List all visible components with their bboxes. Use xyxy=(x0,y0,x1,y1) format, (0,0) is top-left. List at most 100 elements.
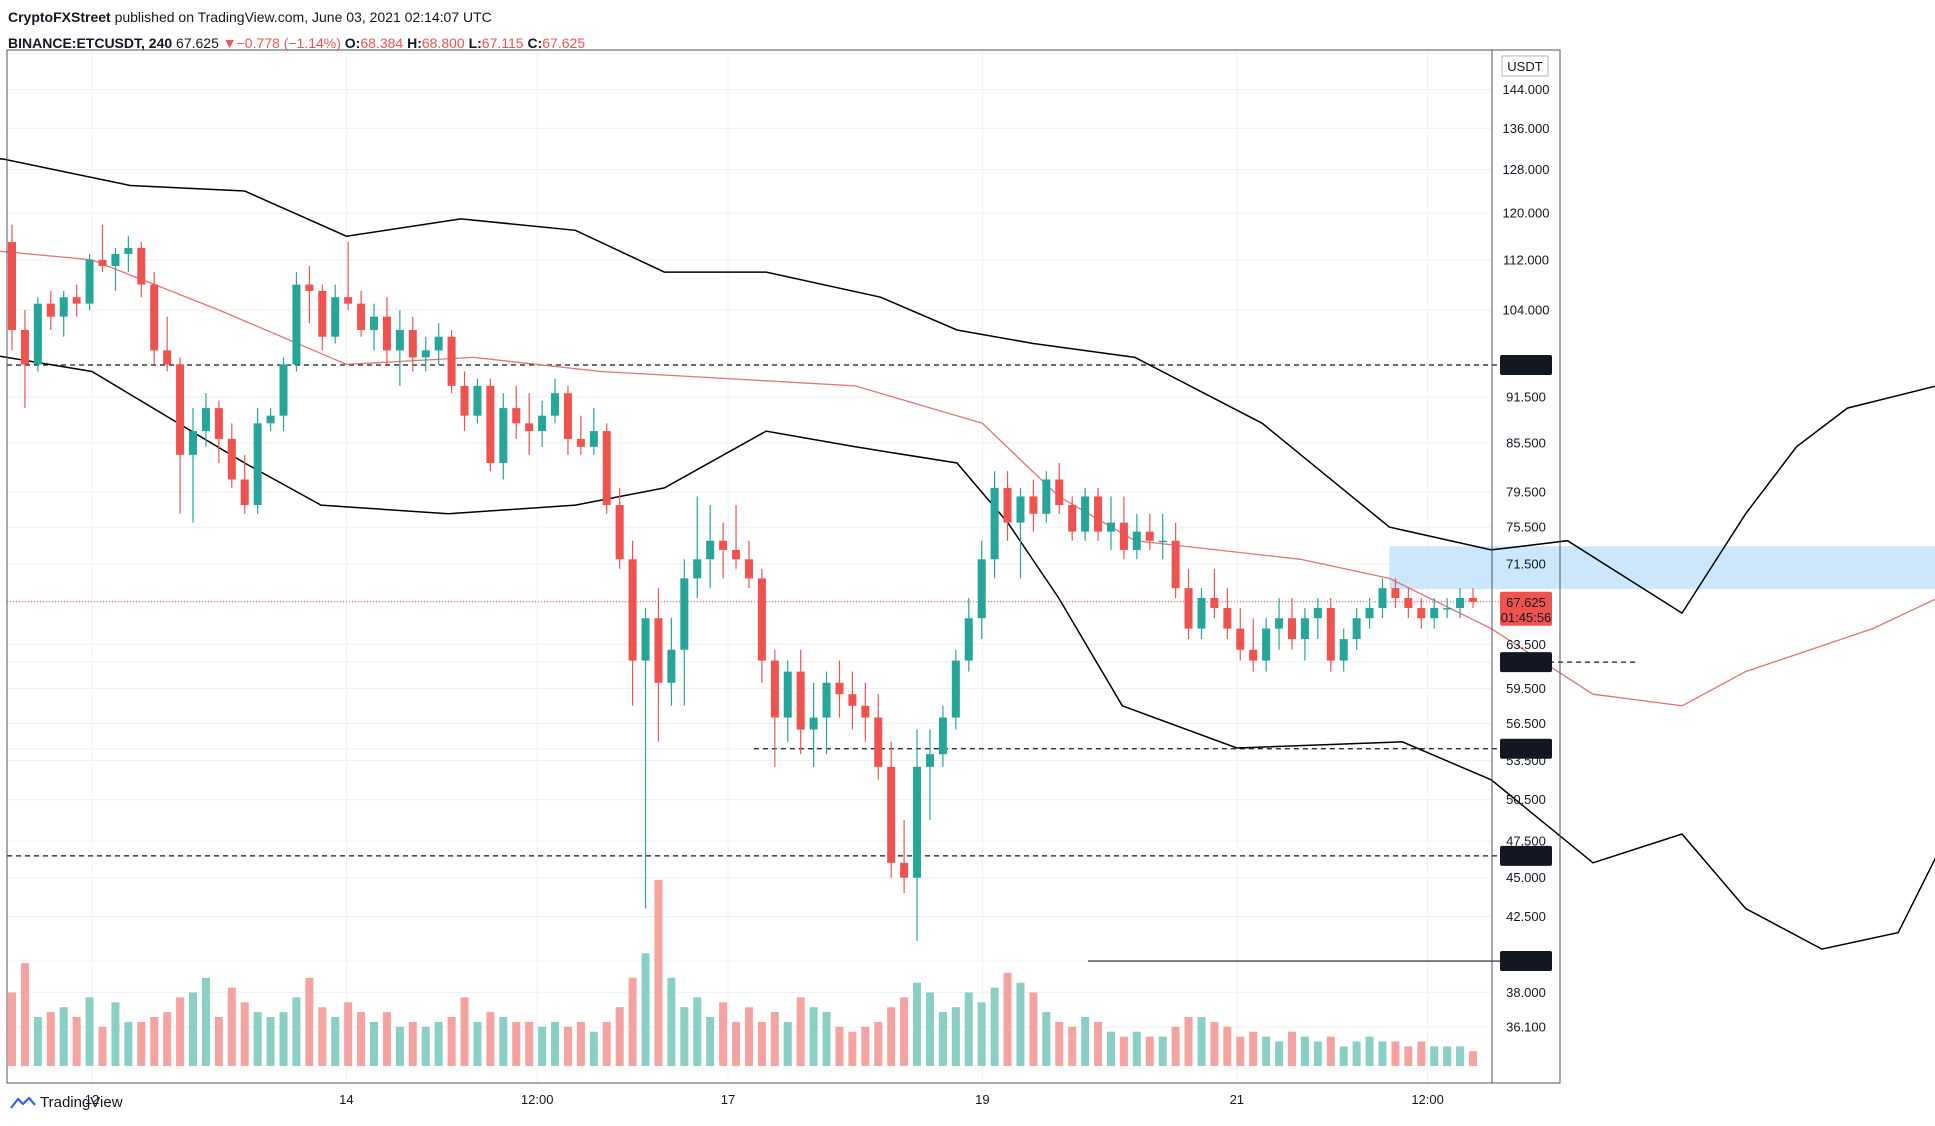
price-axis[interactable]: USDT 36.100 38.000 42.500 45.000 47.500 50.500… xyxy=(1501,55,1550,1035)
volume-bar xyxy=(1145,1036,1154,1066)
candle xyxy=(1326,598,1335,672)
candle xyxy=(1430,598,1439,629)
candle xyxy=(370,303,379,351)
volume-bar xyxy=(693,997,702,1066)
candle xyxy=(33,297,42,372)
time-tick: 21 xyxy=(1230,1092,1244,1107)
volume-bar xyxy=(1365,1036,1374,1066)
volume-bar xyxy=(111,1002,120,1066)
volume-bar xyxy=(1430,1046,1439,1066)
candle xyxy=(344,242,353,311)
candle xyxy=(719,522,728,579)
price-tick: 38.000 xyxy=(1506,985,1546,1000)
candle xyxy=(214,400,223,463)
price-tick: 128.000 xyxy=(1503,162,1550,177)
volume-bar xyxy=(770,1012,779,1066)
price-tick: 104.000 xyxy=(1503,303,1550,318)
volume-bar xyxy=(486,1012,495,1066)
volume-bar xyxy=(1184,1017,1193,1066)
last-price: 67.625 xyxy=(176,35,219,51)
volume-bar xyxy=(822,1012,831,1066)
price-tick: 59.500 xyxy=(1506,681,1546,696)
candle xyxy=(447,329,456,394)
level-label-46.477[interactable]: 46.477 xyxy=(1500,845,1552,866)
candle xyxy=(938,705,947,767)
candle xyxy=(809,682,818,767)
volume-bar xyxy=(900,997,909,1066)
volume-bar xyxy=(1171,1026,1180,1066)
candle xyxy=(1404,588,1413,619)
candle xyxy=(964,598,973,672)
candle xyxy=(163,316,172,372)
candle xyxy=(990,471,999,579)
volume-bars xyxy=(7,879,1478,1066)
candle xyxy=(408,316,417,372)
footer[interactable]: TradingView xyxy=(10,1094,123,1111)
price-levels xyxy=(7,364,1636,962)
candle xyxy=(551,378,560,424)
candle xyxy=(460,371,469,432)
candle xyxy=(318,284,327,351)
candle xyxy=(240,454,249,514)
level-label-95.910[interactable]: 95.910 xyxy=(1500,355,1552,376)
volume-bar xyxy=(1197,1017,1206,1066)
volume-bar xyxy=(1313,1041,1322,1066)
bollinger-bands xyxy=(0,158,1935,950)
volume-bar xyxy=(240,1002,249,1066)
price-tick: 85.500 xyxy=(1506,435,1546,450)
candle xyxy=(1042,471,1051,523)
interval[interactable]: 240 xyxy=(148,35,173,51)
candle xyxy=(887,741,896,878)
price-tick: 56.500 xyxy=(1506,716,1546,731)
volume-bar xyxy=(925,992,934,1066)
level-label-61.858[interactable]: 61.858 xyxy=(1500,652,1552,673)
time-axis[interactable]: 12 14 12:00 17 19 21 12:00 xyxy=(7,1082,1560,1107)
candle xyxy=(1184,568,1193,640)
candle xyxy=(1145,513,1154,550)
volume-bar xyxy=(874,1021,883,1066)
level-label-text: 54.436 xyxy=(1506,742,1546,757)
author[interactable]: CryptoFXStreet xyxy=(8,9,111,25)
volume-bar xyxy=(1081,1017,1090,1066)
level-label-39.792[interactable]: 39.792 xyxy=(1500,951,1552,972)
candle xyxy=(266,408,275,432)
volume-bar xyxy=(809,1007,818,1066)
volume-bar xyxy=(1042,1012,1051,1066)
volume-bar xyxy=(150,1017,159,1066)
candle xyxy=(654,588,663,742)
footer-brand[interactable]: TradingView xyxy=(40,1094,123,1111)
bollinger-upper xyxy=(0,158,1935,615)
candle xyxy=(1417,598,1426,629)
volume-bar xyxy=(85,997,94,1066)
candle xyxy=(201,393,210,447)
candle xyxy=(1094,487,1103,541)
currency-badge[interactable] xyxy=(1501,55,1549,77)
volume-bar xyxy=(576,1021,585,1066)
candle xyxy=(925,729,934,821)
chart-header: CryptoFXStreet published on TradingView.… xyxy=(8,4,585,56)
candle xyxy=(7,224,17,351)
volume-bar xyxy=(1326,1036,1335,1066)
published-text: published on TradingView.com, June 03, 2… xyxy=(114,9,492,25)
volume-bar xyxy=(538,1026,547,1066)
volume-bar xyxy=(757,1021,766,1066)
price-tick: 75.500 xyxy=(1506,520,1546,535)
volume-bar xyxy=(913,982,922,1066)
volume-bar xyxy=(732,1021,741,1066)
volume-bar xyxy=(938,1012,947,1066)
time-tick: 17 xyxy=(721,1092,735,1107)
volume-bar xyxy=(201,977,210,1066)
level-label-54.436[interactable]: 54.436 xyxy=(1500,738,1552,759)
volume-bar xyxy=(1443,1046,1452,1066)
candle xyxy=(486,378,495,472)
candle xyxy=(189,408,198,523)
candle xyxy=(848,671,857,730)
candle xyxy=(951,649,960,730)
candle xyxy=(331,284,340,344)
symbol[interactable]: BINANCE:ETCUSDT xyxy=(8,35,141,51)
volume-bar xyxy=(460,997,469,1066)
candle xyxy=(525,393,534,455)
tradingview-logo-icon xyxy=(10,1096,36,1109)
